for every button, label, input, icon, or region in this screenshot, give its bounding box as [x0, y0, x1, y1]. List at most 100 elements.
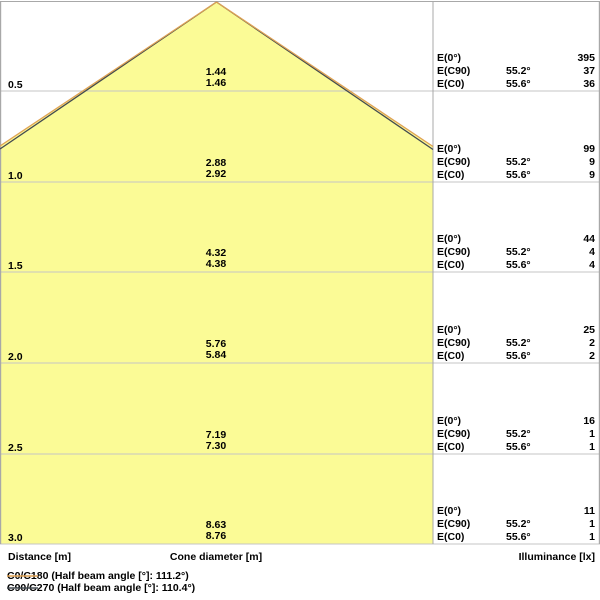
ec90-label: E(C90) — [437, 246, 471, 258]
ec0-value: 36 — [583, 78, 595, 90]
legend-label-c90-c270: C90/C270 (Half beam angle [°]: 110.4°) — [7, 582, 196, 594]
ec0-angle: 55.6° — [506, 78, 531, 90]
distance-label-2.0: 2.0 — [8, 351, 23, 363]
ec0-value: 2 — [589, 350, 595, 362]
ec90-value: 2 — [589, 337, 595, 349]
illuminance-row-ec90: E(C90) 55.2° 4 — [437, 246, 595, 259]
ec0-value: 1 — [589, 441, 595, 453]
ec0-value: 9 — [589, 169, 595, 181]
ec0-angle: 55.6° — [506, 350, 531, 362]
axis-label-cone-diameter: Cone diameter [m] — [169, 551, 263, 563]
axis-label-distance: Distance [m] — [8, 551, 72, 563]
e0-angle — [506, 415, 548, 428]
distance-label-1.0: 1.0 — [8, 170, 23, 182]
illuminance-block-2.0: E(0°) 25 E(C90) 55.2° 2 E(C0) 55.6° 2 — [437, 324, 595, 363]
illuminance-row-e0: E(0°) 44 — [437, 233, 595, 246]
ec0-angle: 55.6° — [506, 531, 531, 543]
e0-label: E(0°) — [437, 324, 462, 336]
e0-value: 11 — [583, 505, 595, 517]
cone-diameter-values-1.5: 4.32 4.38 — [176, 248, 256, 270]
ec0-angle: 55.6° — [506, 169, 531, 181]
illuminance-row-ec0: E(C0) 55.6° 1 — [437, 441, 595, 454]
ec90-label: E(C90) — [437, 518, 471, 530]
cone-diameter-values-2.0: 5.76 5.84 — [176, 339, 256, 361]
illuminance-row-ec90: E(C90) 55.2° 1 — [437, 428, 595, 441]
illuminance-row-ec90: E(C90) 55.2° 1 — [437, 518, 595, 531]
e0-angle — [506, 324, 548, 337]
ec0-label: E(C0) — [437, 350, 465, 362]
cone-diameter-c90: 7.19 — [205, 429, 227, 441]
cone-diameter-c90: 1.44 — [205, 66, 227, 78]
cone-diameter-c0: 1.46 — [205, 77, 227, 89]
illuminance-row-ec0: E(C0) 55.6° 4 — [437, 259, 595, 272]
legend-line-c0-icon — [7, 575, 38, 577]
cone-diameter-values-1.0: 2.88 2.92 — [176, 158, 256, 180]
cone-diameter-c90: 2.88 — [205, 157, 227, 169]
e0-angle — [506, 52, 548, 65]
ec90-label: E(C90) — [437, 65, 471, 77]
ec90-value: 37 — [583, 65, 595, 77]
legend-label-c0-c180: C0/C180 (Half beam angle [°]: 111.2°) — [7, 570, 189, 582]
legend-item-c90-c270: C90/C270 (Half beam angle [°]: 110.4°) — [7, 582, 195, 594]
legend-line-c90-icon — [7, 587, 38, 589]
ec0-label: E(C0) — [437, 78, 465, 90]
ec90-angle: 55.2° — [506, 246, 531, 258]
cone-diameter-values-2.5: 7.19 7.30 — [176, 430, 256, 452]
ec0-angle: 55.6° — [506, 259, 531, 271]
illuminance-row-e0: E(0°) 395 — [437, 52, 595, 65]
illuminance-block-2.5: E(0°) 16 E(C90) 55.2° 1 E(C0) 55.6° 1 — [437, 415, 595, 454]
ec0-label: E(C0) — [437, 259, 465, 271]
ec90-angle: 55.2° — [506, 518, 531, 530]
distance-label-3.0: 3.0 — [8, 532, 23, 544]
e0-angle — [506, 505, 548, 518]
ec90-label: E(C90) — [437, 156, 471, 168]
e0-value: 16 — [583, 415, 595, 427]
ec90-angle: 55.2° — [506, 156, 531, 168]
illuminance-row-ec0: E(C0) 55.6° 36 — [437, 78, 595, 91]
ec90-angle: 55.2° — [506, 428, 531, 440]
ec0-angle: 55.6° — [506, 441, 531, 453]
ec0-label: E(C0) — [437, 169, 465, 181]
e0-label: E(0°) — [437, 505, 462, 517]
cone-diameter-c0: 2.92 — [205, 168, 227, 180]
cone-diameter-c90: 4.32 — [205, 247, 227, 259]
distance-label-1.5: 1.5 — [8, 260, 23, 272]
illuminance-block-1.5: E(0°) 44 E(C90) 55.2° 4 E(C0) 55.6° 4 — [437, 233, 595, 272]
cone-diameter-c90: 8.63 — [205, 519, 227, 531]
axis-label-illuminance: Illuminance [lx] — [518, 551, 595, 563]
ec90-label: E(C90) — [437, 337, 471, 349]
illuminance-row-ec90: E(C90) 55.2° 2 — [437, 337, 595, 350]
legend-item-c0-c180: C0/C180 (Half beam angle [°]: 111.2°) — [7, 570, 189, 582]
e0-label: E(0°) — [437, 52, 462, 64]
ec90-value: 9 — [589, 156, 595, 168]
ec90-angle: 55.2° — [506, 65, 531, 77]
e0-value: 25 — [583, 324, 595, 336]
cone-diameter-values-0.5: 1.44 1.46 — [176, 67, 256, 89]
cone-diameter-values-3.0: 8.63 8.76 — [176, 520, 256, 542]
e0-value: 99 — [583, 143, 595, 155]
beam-edge-c0-right — [216, 1, 434, 148]
illuminance-row-ec0: E(C0) 55.6° 2 — [437, 350, 595, 363]
ec90-angle: 55.2° — [506, 337, 531, 349]
cone-diameter-c0: 5.84 — [205, 349, 227, 361]
illuminance-row-e0: E(0°) 25 — [437, 324, 595, 337]
cone-diameter-c0: 8.76 — [205, 530, 227, 542]
illuminance-row-e0: E(0°) 99 — [437, 143, 595, 156]
illuminance-row-ec90: E(C90) 55.2° 37 — [437, 65, 595, 78]
e0-label: E(0°) — [437, 143, 462, 155]
illuminance-row-ec0: E(C0) 55.6° 9 — [437, 169, 595, 182]
cone-diameter-c0: 7.30 — [205, 440, 227, 452]
illuminance-block-1.0: E(0°) 99 E(C90) 55.2° 9 E(C0) 55.6° 9 — [437, 143, 595, 182]
distance-label-2.5: 2.5 — [8, 442, 23, 454]
illuminance-block-0.5: E(0°) 395 E(C90) 55.2° 37 E(C0) 55.6° 36 — [437, 52, 595, 91]
beam-edge-c0-left — [0, 1, 217, 147]
ec0-label: E(C0) — [437, 531, 465, 543]
illuminance-row-e0: E(0°) 16 — [437, 415, 595, 428]
cone-diameter-c90: 5.76 — [205, 338, 227, 350]
e0-value: 44 — [583, 233, 595, 245]
ec90-value: 4 — [589, 246, 595, 258]
cone-diameter-c0: 4.38 — [205, 258, 227, 270]
ec0-value: 1 — [589, 531, 595, 543]
illuminance-row-ec90: E(C90) 55.2° 9 — [437, 156, 595, 169]
